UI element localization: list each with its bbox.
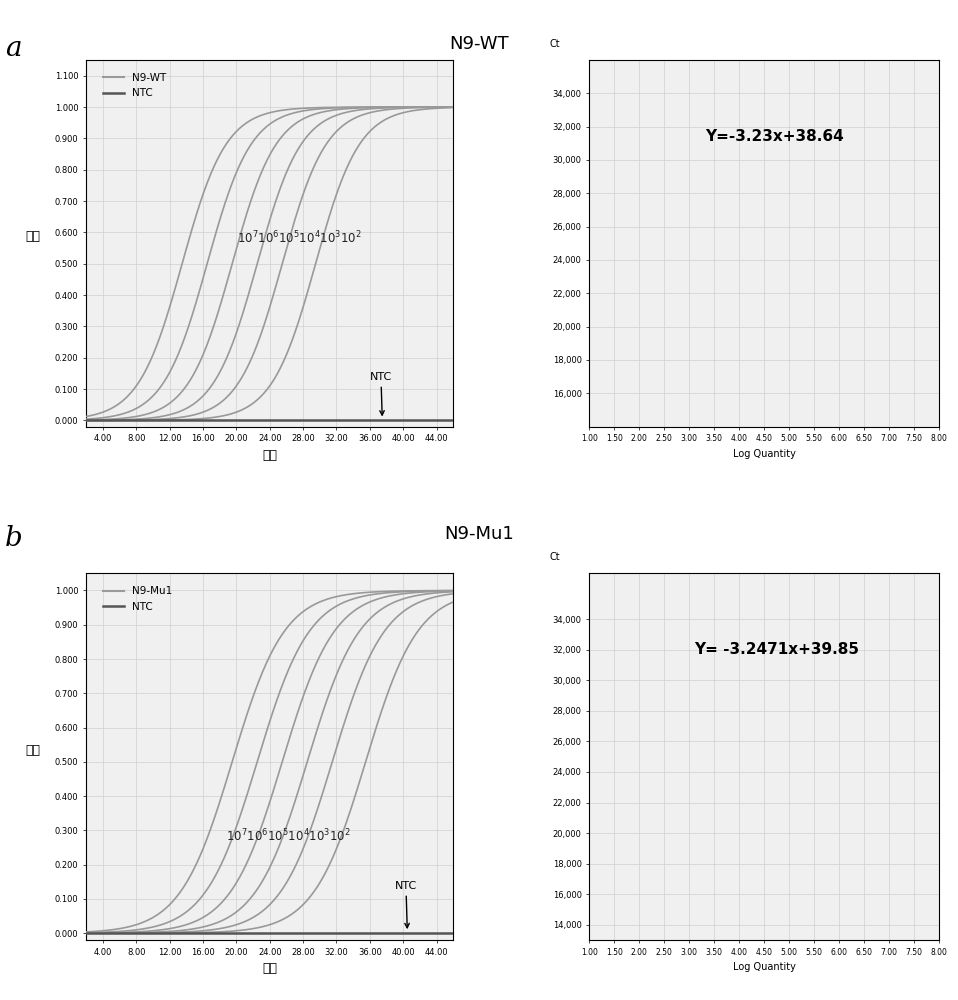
Text: Ct: Ct [549,39,559,49]
Text: N9-WT: N9-WT [449,35,509,53]
Text: $10^7$$10^6$$10^5$$10^4$$10^3$$10^2$: $10^7$$10^6$$10^5$$10^4$$10^3$$10^2$ [226,827,351,844]
X-axis label: Log Quantity: Log Quantity [733,449,795,459]
Point [881,652,897,668]
Y-axis label: 荧光: 荧光 [25,230,40,243]
Legend: N9-WT, NTC: N9-WT, NTC [99,69,171,102]
Point [832,652,847,668]
Point [681,652,696,668]
X-axis label: 循环: 循环 [262,449,277,462]
Text: Y=-3.23x+38.64: Y=-3.23x+38.64 [705,129,843,144]
X-axis label: Log Quantity: Log Quantity [733,962,795,972]
Point [631,651,647,667]
X-axis label: 循环: 循环 [262,962,277,975]
Y-axis label: 荧光: 荧光 [25,744,40,757]
Text: b: b [5,525,23,552]
Point [732,652,747,668]
Point [782,652,797,668]
Text: Ct: Ct [549,552,559,562]
Text: N9-Mu1: N9-Mu1 [445,525,513,543]
Legend: N9-Mu1, NTC: N9-Mu1, NTC [99,582,176,616]
Text: NTC: NTC [395,881,417,928]
Text: $10^7$$10^6$$10^5$$10^4$$10^3$$10^2$: $10^7$$10^6$$10^5$$10^4$$10^3$$10^2$ [237,230,361,246]
Text: a: a [5,35,21,62]
Text: NTC: NTC [370,372,392,415]
Text: Y= -3.2471x+39.85: Y= -3.2471x+39.85 [695,642,859,657]
